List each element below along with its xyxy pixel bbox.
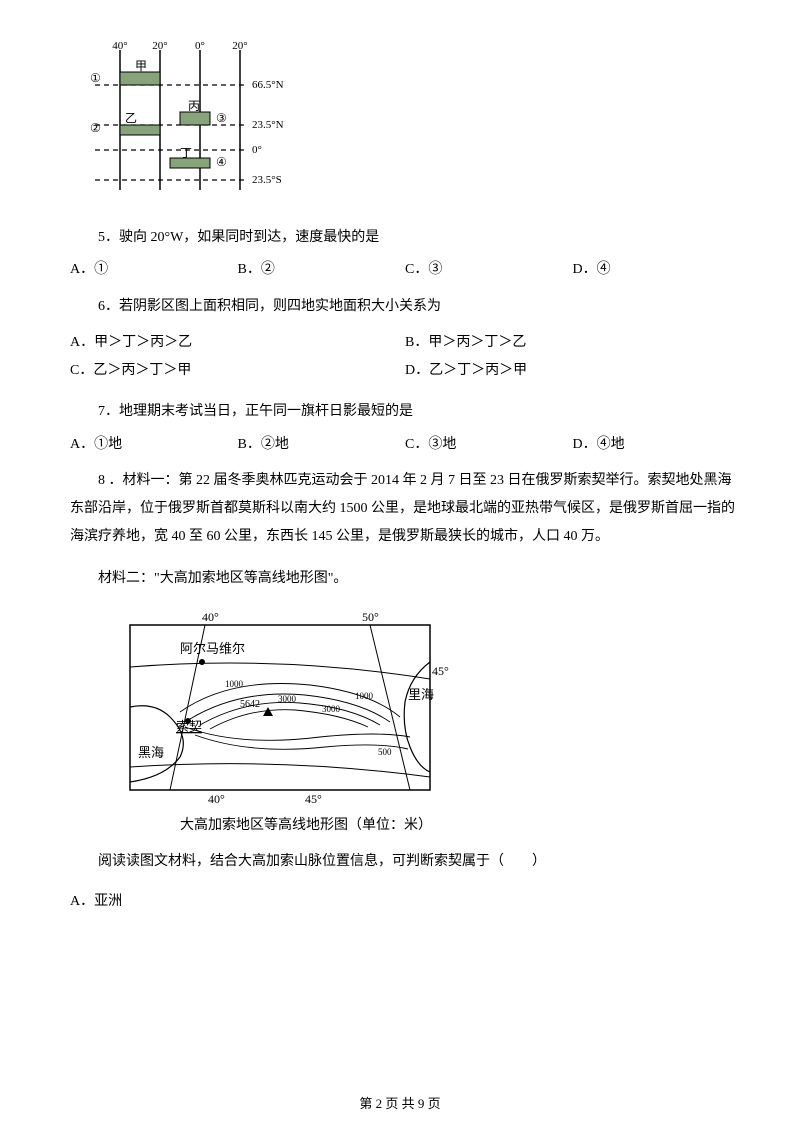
q5-opt-d: D．④ (573, 258, 741, 278)
q5-opt-c: C．③ (405, 258, 573, 278)
q7-opt-c: C．③地 (405, 433, 573, 453)
q8-opt-a: A．亚洲 (70, 890, 740, 910)
map-contour-1000b: 1000 (355, 691, 374, 701)
map-contour-1000a: 1000 (225, 679, 244, 689)
region-label-bing: 丙 (188, 99, 200, 113)
map-label-black-sea: 黑海 (138, 745, 164, 760)
lat-label-2: 0° (252, 144, 262, 156)
map-caption: 大高加索地区等高线地形图（单位：米） (180, 814, 740, 834)
map-lon-40: 40° (202, 610, 219, 624)
q6-opt-d: D．乙＞丁＞丙＞甲 (405, 359, 740, 379)
map-label-caspian: 里海 (408, 687, 434, 702)
lon-label-1: 20° (152, 40, 167, 52)
q5-opt-b: B．② (238, 258, 406, 278)
q8-material-2: 材料二："大高加索地区等高线地形图"。 (70, 565, 740, 593)
caucasus-contour-map: 40° 50° 45° 40° 45° 5642 1000 3000 3000 … (110, 607, 740, 834)
q8-question: 阅读读图文材料，结合大高加索山脉位置信息，可判断索契属于（ ） (70, 848, 740, 876)
row-marker-2: ② (90, 121, 101, 135)
q7-opt-a: A．①地 (70, 433, 238, 453)
q6-opt-c: C．乙＞丙＞丁＞甲 (70, 359, 405, 379)
q5-opt-a: A．① (70, 258, 238, 278)
lon-label-2: 0° (195, 40, 205, 52)
region-label-yi: 乙 (125, 111, 137, 125)
region-label-jia: 甲 (135, 59, 147, 73)
row-marker-3: ③ (216, 111, 227, 125)
map-peak: 5642 (240, 699, 260, 710)
lon-label-0: 40° (112, 40, 127, 52)
lat-lon-grid-diagram: 40° 20° 0° 20° 66.5°N 23.5°N 0° 23.5°S ①… (80, 40, 740, 205)
region-label-ding: 丁 (180, 146, 192, 160)
q7-opt-b: B．②地 (238, 433, 406, 453)
lat-label-1: 23.5°N (252, 119, 284, 131)
row-marker-1: ① (90, 71, 101, 85)
map-lat-45-b: 45° (305, 792, 322, 806)
q5-text: 5．驶向 20°W，如果同时到达，速度最快的是 (70, 225, 740, 250)
page-footer: 第 2 页 共 9 页 (0, 1093, 800, 1112)
map-contour-500: 500 (378, 747, 392, 757)
row-marker-4: ④ (216, 155, 227, 169)
lat-label-0: 66.5°N (252, 79, 284, 91)
map-lat-45: 45° (432, 664, 449, 678)
map-contour-3000b: 3000 (322, 704, 341, 714)
map-lon-50: 50° (362, 610, 379, 624)
q6-opt-b: B．甲＞丙＞丁＞乙 (405, 331, 740, 351)
map-contour-3000a: 3000 (278, 694, 297, 704)
q6-text: 6．若阴影区图上面积相同，则四地实地面积大小关系为 (70, 294, 740, 319)
q6-opt-a: A．甲＞丁＞丙＞乙 (70, 331, 405, 351)
q8-material-1: 8 ．材料一：第 22 届冬季奥林匹克运动会于 2014 年 2 月 7 日至 … (70, 467, 740, 551)
lon-label-3: 20° (232, 40, 247, 52)
map-label-almaty: 阿尔马维尔 (180, 641, 245, 656)
map-lat-40-b: 40° (208, 792, 225, 806)
lat-label-3: 23.5°S (252, 174, 282, 186)
q7-text: 7．地理期末考试当日，正午同一旗杆日影最短的是 (70, 399, 740, 424)
q7-opt-d: D．④地 (573, 433, 741, 453)
